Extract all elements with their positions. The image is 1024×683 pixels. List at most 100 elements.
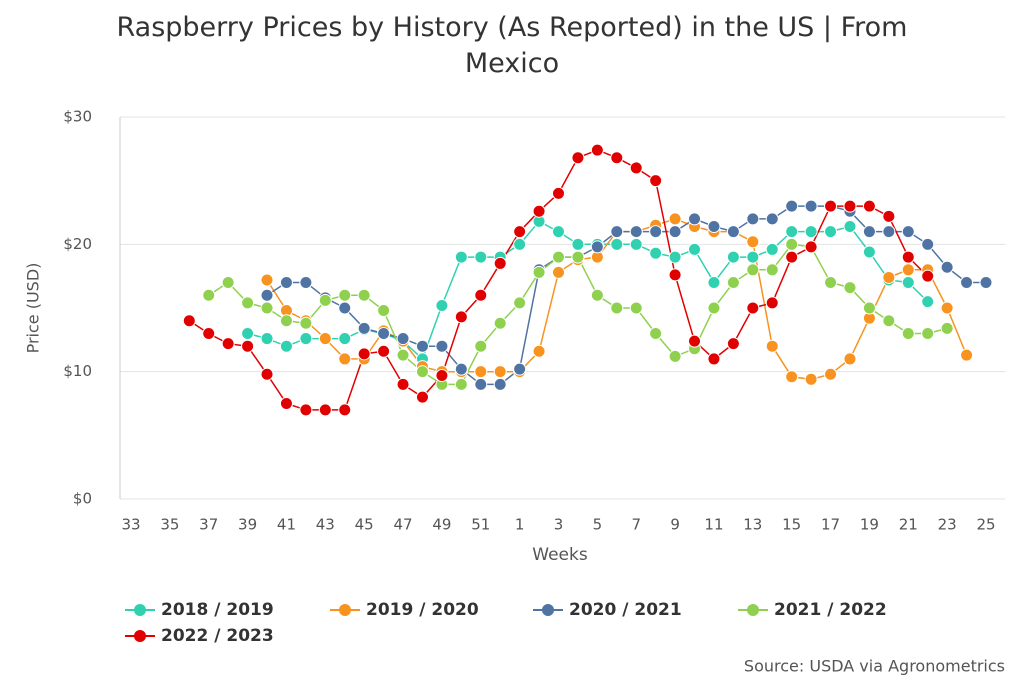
point bbox=[202, 326, 216, 340]
point bbox=[474, 339, 488, 353]
point bbox=[338, 352, 352, 366]
x-tick-label: 23 bbox=[938, 516, 957, 534]
legend-label: 2021 / 2022 bbox=[774, 600, 887, 620]
point bbox=[668, 212, 682, 226]
point bbox=[454, 250, 468, 264]
point bbox=[454, 362, 468, 376]
point bbox=[610, 237, 624, 251]
x-tick-label: 3 bbox=[554, 516, 564, 534]
series-line bbox=[266, 205, 986, 386]
point bbox=[843, 199, 857, 213]
point bbox=[843, 281, 857, 295]
point bbox=[454, 310, 468, 324]
legend-item: 2022 / 2023 bbox=[125, 626, 274, 646]
point bbox=[318, 332, 332, 346]
point bbox=[668, 268, 682, 282]
point bbox=[552, 225, 565, 239]
point bbox=[940, 321, 954, 335]
x-axis-label: Weeks bbox=[532, 545, 588, 565]
point bbox=[474, 288, 488, 302]
point bbox=[824, 225, 838, 239]
point bbox=[377, 344, 391, 358]
point bbox=[299, 316, 313, 330]
point bbox=[415, 390, 429, 404]
point bbox=[377, 304, 391, 318]
point bbox=[474, 250, 488, 264]
point bbox=[862, 301, 876, 315]
x-tick-label: 15 bbox=[782, 516, 801, 534]
point bbox=[610, 225, 624, 239]
point bbox=[590, 240, 604, 254]
point bbox=[493, 256, 507, 270]
x-tick-label: 21 bbox=[899, 516, 918, 534]
point bbox=[260, 301, 274, 315]
point bbox=[338, 301, 352, 315]
point bbox=[513, 296, 527, 310]
point bbox=[960, 276, 974, 290]
point bbox=[765, 212, 779, 226]
legend-label: 2019 / 2020 bbox=[366, 600, 479, 620]
point bbox=[629, 225, 643, 239]
point bbox=[590, 143, 604, 157]
point bbox=[882, 209, 896, 223]
point bbox=[474, 365, 488, 379]
source: Source: USDA via Agronometrics bbox=[744, 657, 1005, 676]
point bbox=[513, 225, 527, 239]
point bbox=[901, 276, 915, 290]
x-tick-label: 19 bbox=[860, 516, 879, 534]
point bbox=[824, 367, 838, 381]
point bbox=[901, 326, 915, 340]
point bbox=[396, 332, 410, 346]
point bbox=[221, 337, 235, 351]
point bbox=[279, 314, 293, 328]
legend-marker bbox=[339, 604, 351, 616]
legend-label: 2018 / 2019 bbox=[161, 600, 274, 620]
y-tick-label: $30 bbox=[63, 108, 92, 126]
legend-item: 2020 / 2021 bbox=[533, 600, 682, 620]
point bbox=[746, 250, 760, 264]
point bbox=[804, 199, 818, 213]
point bbox=[649, 246, 663, 260]
y-axis-label: Price (USD) bbox=[24, 263, 43, 354]
point bbox=[843, 220, 857, 234]
point bbox=[824, 199, 838, 213]
point bbox=[765, 339, 779, 353]
point bbox=[707, 301, 721, 315]
x-tick-label: 5 bbox=[593, 516, 603, 534]
x-tick-label: 7 bbox=[631, 516, 641, 534]
point bbox=[804, 225, 818, 239]
point bbox=[435, 368, 449, 382]
point bbox=[182, 314, 196, 328]
point bbox=[241, 339, 255, 353]
point bbox=[241, 296, 255, 310]
point bbox=[552, 250, 565, 264]
point bbox=[493, 316, 507, 330]
point bbox=[202, 288, 216, 302]
y-tick-label: $10 bbox=[63, 362, 92, 380]
point bbox=[707, 352, 721, 366]
x-tick-label: 17 bbox=[821, 516, 840, 534]
point bbox=[474, 377, 488, 391]
point bbox=[610, 301, 624, 315]
point bbox=[279, 276, 293, 290]
point bbox=[532, 265, 546, 279]
point bbox=[571, 250, 585, 264]
point bbox=[260, 332, 274, 346]
y-tick-label: $0 bbox=[73, 490, 92, 508]
point bbox=[396, 348, 410, 362]
point bbox=[357, 321, 371, 335]
point bbox=[921, 237, 935, 251]
point bbox=[688, 334, 702, 348]
point bbox=[415, 339, 429, 353]
chart-title: Raspberry Prices by History (As Reported… bbox=[116, 12, 908, 79]
legend-marker bbox=[747, 604, 759, 616]
point bbox=[415, 365, 429, 379]
legend-label: 2020 / 2021 bbox=[569, 600, 682, 620]
point bbox=[843, 352, 857, 366]
point bbox=[862, 199, 876, 213]
point bbox=[318, 293, 332, 307]
point bbox=[629, 301, 643, 315]
point bbox=[435, 298, 449, 312]
